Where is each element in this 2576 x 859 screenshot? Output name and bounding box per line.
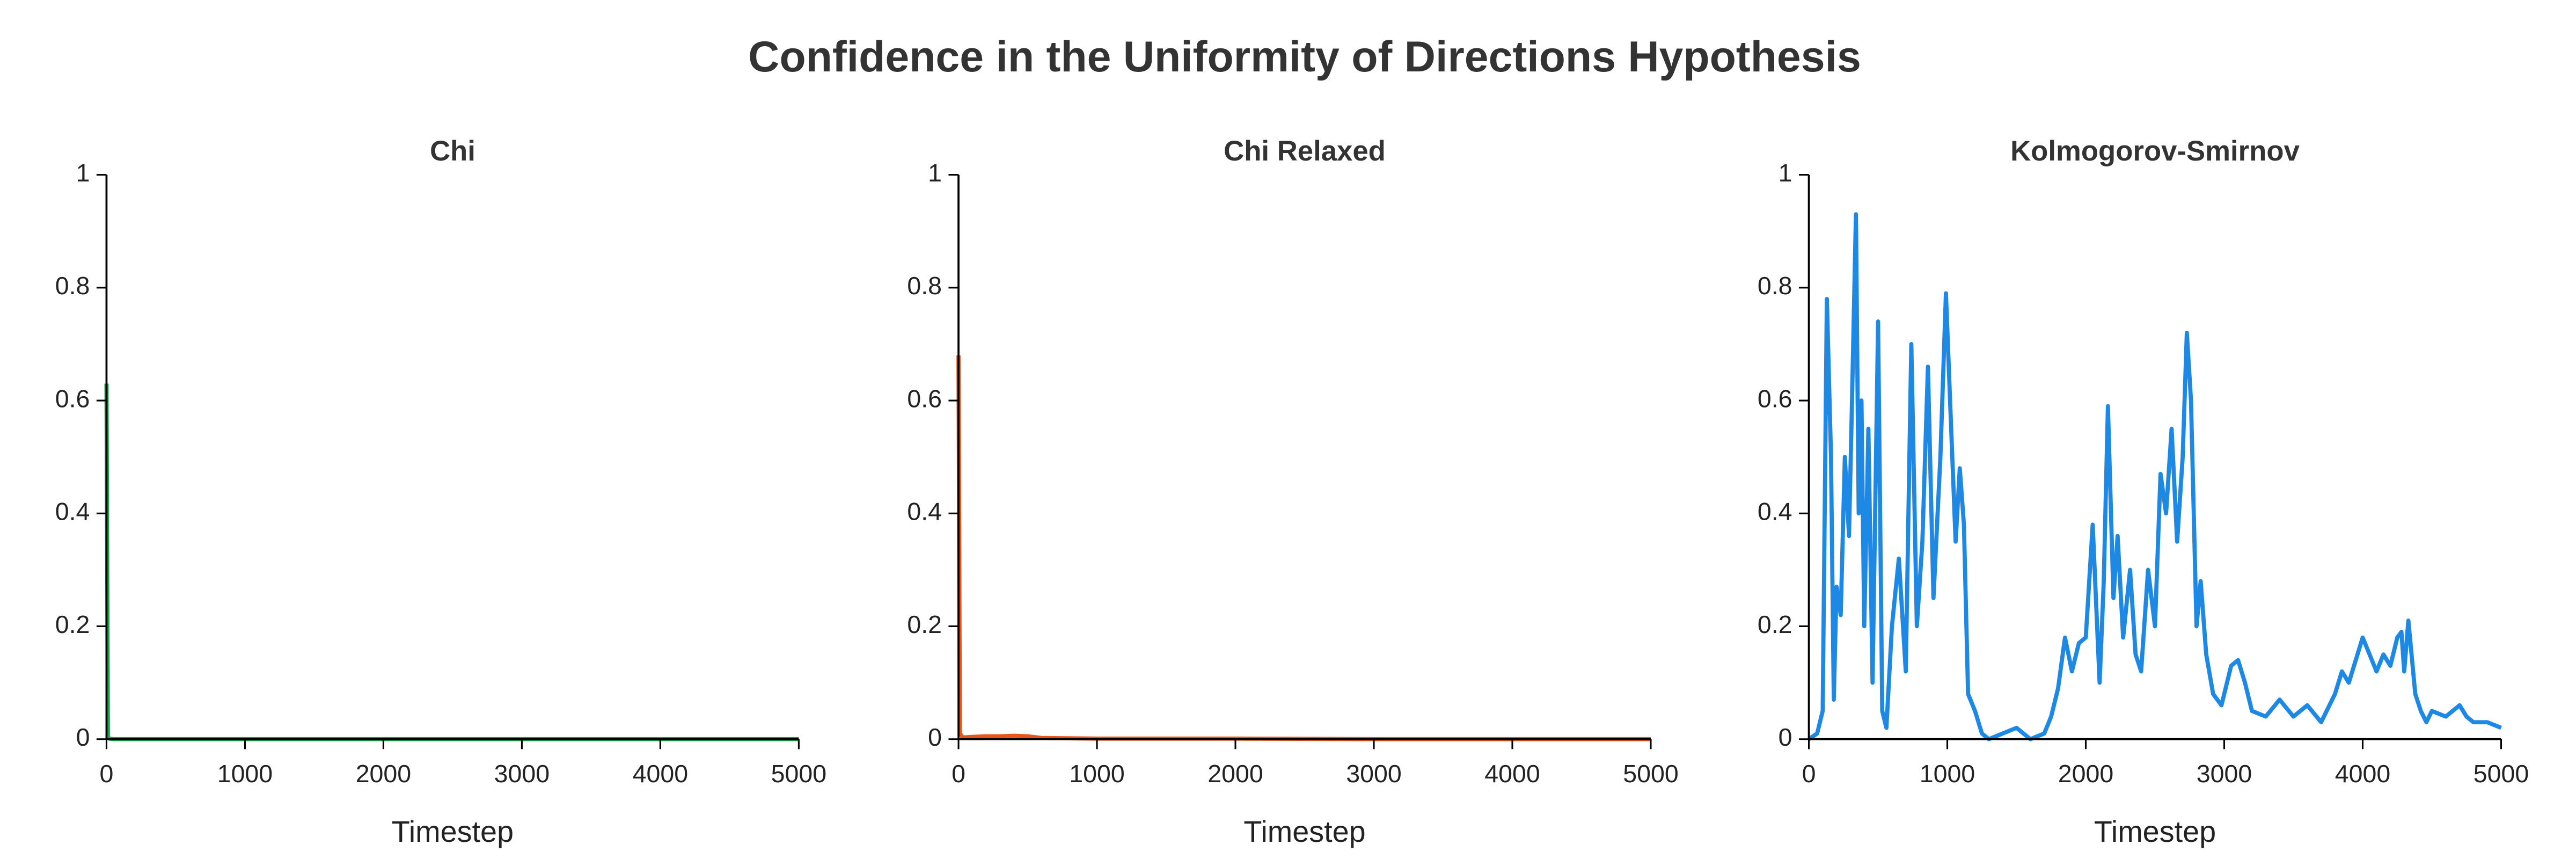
y-tick-label: 0.4 <box>1758 498 1792 526</box>
x-axis-label: Timestep <box>1243 814 1365 848</box>
panel-title: Kolmogorov-Smirnov <box>2010 135 2300 167</box>
x-tick-label: 4000 <box>2335 760 2390 788</box>
x-tick-label: 1000 <box>1920 760 1975 788</box>
x-tick-label: 5000 <box>771 760 826 788</box>
y-tick-label: 0 <box>76 723 90 751</box>
data-line <box>956 355 1651 741</box>
y-tick-label: 0.8 <box>907 272 942 300</box>
x-tick-label: 3000 <box>2197 760 2252 788</box>
x-tick-label: 1000 <box>1069 760 1124 788</box>
x-tick-label: 0 <box>100 760 114 788</box>
y-tick-label: 0.8 <box>55 272 90 300</box>
x-tick-label: 0 <box>1802 760 1816 788</box>
figure-title: Confidence in the Uniformity of Directio… <box>748 33 1861 81</box>
y-tick-label: 0.4 <box>55 498 90 526</box>
x-tick-label: 3000 <box>1346 760 1401 788</box>
x-tick-label: 0 <box>952 760 965 788</box>
y-tick-label: 1 <box>928 159 942 187</box>
y-tick-label: 0.2 <box>55 610 90 638</box>
x-tick-label: 5000 <box>1623 760 1678 788</box>
data-line <box>1807 212 2502 741</box>
x-tick-label: 4000 <box>1484 760 1540 788</box>
y-tick-label: 0.8 <box>1758 272 1792 300</box>
x-tick-label: 3000 <box>494 760 550 788</box>
x-tick-label: 4000 <box>633 760 688 788</box>
data-line <box>104 383 799 741</box>
x-axis-label: Timestep <box>392 814 514 848</box>
x-tick-label: 1000 <box>217 760 273 788</box>
panel-title: Chi <box>430 135 475 167</box>
y-tick-label: 0 <box>928 723 942 751</box>
panel: Kolmogorov-Smirnov 0 0.2 0.4 0.6 0.8 1 0 1000 200… <box>1758 135 2529 848</box>
panel-title: Chi Relaxed <box>1224 135 1386 167</box>
x-tick-label: 2000 <box>356 760 411 788</box>
y-tick-label: 0.6 <box>1758 384 1792 412</box>
y-tick-label: 0.6 <box>55 384 90 412</box>
y-tick-label: 0 <box>1779 723 1792 751</box>
x-axis-label: Timestep <box>2094 814 2216 848</box>
y-tick-label: 0.2 <box>1758 610 1792 638</box>
panel: Chi Relaxed 0 0.2 0.4 0.6 0.8 1 0 1000 2000 3000 40… <box>907 135 1678 848</box>
x-tick-label: 2000 <box>2058 760 2113 788</box>
y-tick-label: 1 <box>1779 159 1792 187</box>
x-tick-label: 5000 <box>2473 760 2529 788</box>
panel: Chi 0 0.2 0.4 0.6 0.8 1 0 1000 2000 3000 4000 5000 Ti… <box>55 135 826 848</box>
y-tick-label: 0.4 <box>907 498 942 526</box>
y-tick-label: 0.2 <box>907 610 942 638</box>
y-tick-label: 1 <box>76 159 90 187</box>
x-tick-label: 2000 <box>1208 760 1263 788</box>
y-tick-label: 0.6 <box>907 384 942 412</box>
